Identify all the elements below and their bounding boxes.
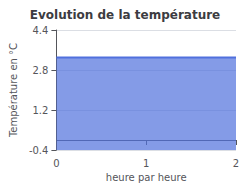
svg-text:-0.4: -0.4 <box>29 145 49 156</box>
svg-text:heure par heure: heure par heure <box>106 172 187 183</box>
svg-text:1.2: 1.2 <box>33 105 49 116</box>
svg-text:0: 0 <box>53 158 59 169</box>
svg-text:1: 1 <box>143 158 149 169</box>
svg-text:4.4: 4.4 <box>33 25 49 36</box>
svg-text:2: 2 <box>233 158 239 169</box>
svg-text:2.8: 2.8 <box>33 65 49 76</box>
svg-text:Température en °C: Température en °C <box>8 43 19 138</box>
svg-text:Evolution de la température: Evolution de la température <box>30 8 221 22</box>
